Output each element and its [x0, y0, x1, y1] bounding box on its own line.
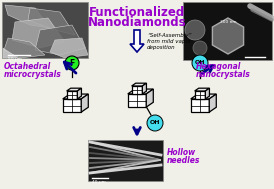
- Polygon shape: [35, 25, 85, 55]
- Polygon shape: [183, 2, 272, 60]
- Text: Hollow: Hollow: [167, 148, 196, 157]
- Polygon shape: [128, 89, 153, 94]
- Text: nanocrystals: nanocrystals: [196, 70, 251, 79]
- Polygon shape: [5, 5, 50, 28]
- Text: OH: OH: [150, 121, 160, 125]
- Polygon shape: [209, 94, 216, 112]
- Polygon shape: [63, 94, 88, 99]
- Polygon shape: [4, 38, 45, 58]
- Circle shape: [185, 20, 205, 40]
- Polygon shape: [205, 88, 209, 99]
- Text: Functionalized: Functionalized: [89, 6, 185, 19]
- Polygon shape: [128, 94, 146, 107]
- Polygon shape: [132, 86, 142, 94]
- Text: 50 μm: 50 μm: [8, 57, 22, 61]
- Polygon shape: [77, 88, 81, 99]
- Polygon shape: [142, 83, 146, 94]
- Polygon shape: [191, 94, 216, 99]
- Polygon shape: [28, 8, 75, 35]
- Polygon shape: [191, 99, 209, 112]
- Text: microcrystals: microcrystals: [4, 70, 62, 79]
- Text: from mild vapor: from mild vapor: [147, 39, 191, 44]
- Polygon shape: [81, 94, 88, 112]
- Circle shape: [193, 41, 207, 55]
- Text: OH: OH: [195, 60, 205, 66]
- Polygon shape: [195, 91, 205, 99]
- Polygon shape: [2, 2, 88, 58]
- Text: 300 nm: 300 nm: [220, 20, 236, 24]
- Polygon shape: [67, 91, 77, 99]
- Text: Nanodiamonds: Nanodiamonds: [88, 16, 186, 29]
- Polygon shape: [12, 18, 65, 48]
- Text: deposition: deposition: [147, 45, 176, 50]
- Circle shape: [65, 56, 79, 70]
- Text: F: F: [69, 59, 75, 67]
- Polygon shape: [67, 88, 81, 91]
- Text: Octahedral: Octahedral: [4, 62, 51, 71]
- Polygon shape: [50, 38, 88, 58]
- Polygon shape: [3, 48, 18, 58]
- Polygon shape: [130, 30, 144, 52]
- Polygon shape: [146, 89, 153, 107]
- Polygon shape: [212, 18, 244, 54]
- Polygon shape: [132, 83, 146, 86]
- Text: “Self-Assembly”: “Self-Assembly”: [147, 33, 191, 38]
- Polygon shape: [88, 140, 163, 181]
- Text: needles: needles: [167, 156, 200, 165]
- Circle shape: [147, 115, 163, 131]
- Circle shape: [192, 55, 208, 71]
- Text: Hexagonal: Hexagonal: [196, 62, 241, 71]
- Polygon shape: [63, 99, 81, 112]
- Text: 40 μm: 40 μm: [92, 180, 106, 184]
- Polygon shape: [195, 88, 209, 91]
